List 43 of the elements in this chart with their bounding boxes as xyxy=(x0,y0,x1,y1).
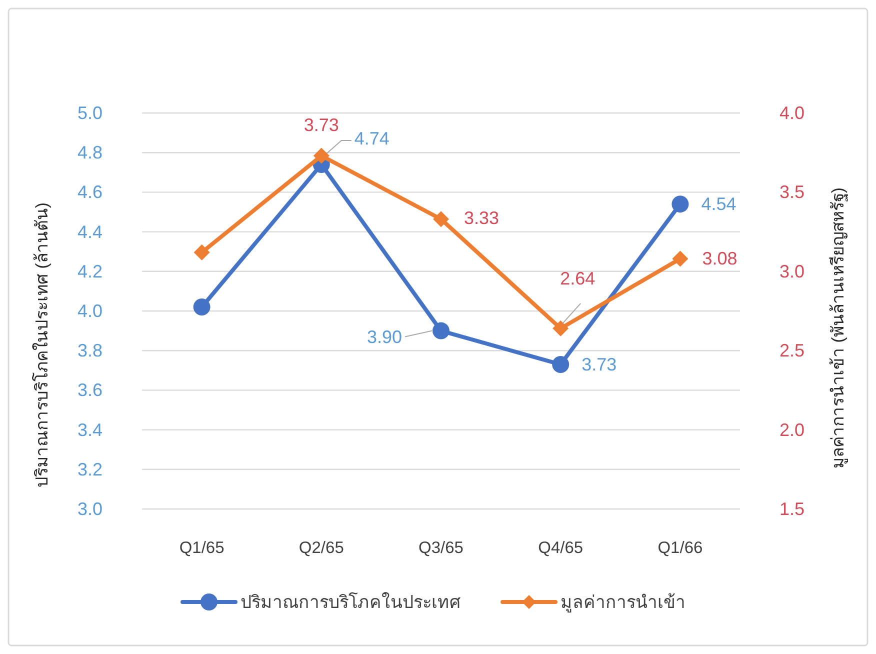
text: 4.0 xyxy=(779,103,805,123)
text: 4.0 xyxy=(77,301,103,321)
point xyxy=(672,196,689,213)
data-label: 4.74 xyxy=(354,128,390,148)
text: 2.5 xyxy=(779,340,805,361)
category-label: Q4/65 xyxy=(538,539,584,557)
text: ปริมาณการบริโภคในประเทศ (ล้านตัน) xyxy=(32,202,52,488)
data-label: 2.64 xyxy=(560,268,596,288)
category-label: Q1/66 xyxy=(658,539,703,557)
text: 4.8 xyxy=(77,142,103,163)
data-label: 3.08 xyxy=(702,248,738,269)
text: 5.0 xyxy=(77,103,103,123)
point xyxy=(193,298,210,316)
category-label: Q3/65 xyxy=(418,539,464,557)
legend-label: มูลค่าการนำเข้า xyxy=(560,592,686,613)
text: 3.0 xyxy=(77,499,103,519)
text: มูลค่าการนำเข้า (พันล้านเหรียญสหรัฐ) xyxy=(828,187,848,469)
point xyxy=(313,148,330,164)
text: 3.5 xyxy=(779,182,805,202)
data-label: 3.73 xyxy=(304,114,339,135)
text: 1.5 xyxy=(779,499,805,519)
point xyxy=(432,322,450,340)
data-label: 4.54 xyxy=(701,194,736,214)
text: 3.2 xyxy=(77,459,103,480)
category-label: Q2/65 xyxy=(298,539,344,557)
text: 3.6 xyxy=(77,380,103,400)
point xyxy=(672,250,688,267)
point xyxy=(433,211,449,228)
data-label: 3.90 xyxy=(366,326,402,347)
text: 3.8 xyxy=(77,340,103,361)
point xyxy=(552,356,570,373)
point xyxy=(552,320,569,336)
text: 4.4 xyxy=(77,222,103,242)
text: 3.4 xyxy=(77,420,103,440)
legend-label: ปริมาณการบริโภคในประเทศ xyxy=(240,592,460,612)
data-label: 3.73 xyxy=(582,354,617,374)
text: 3.0 xyxy=(779,261,805,282)
text: 2.0 xyxy=(779,420,805,440)
point xyxy=(194,244,210,260)
text: 4.6 xyxy=(77,182,103,202)
category-label: Q1/65 xyxy=(179,539,224,557)
text: 4.2 xyxy=(77,261,103,282)
data-label: 3.33 xyxy=(464,208,500,228)
